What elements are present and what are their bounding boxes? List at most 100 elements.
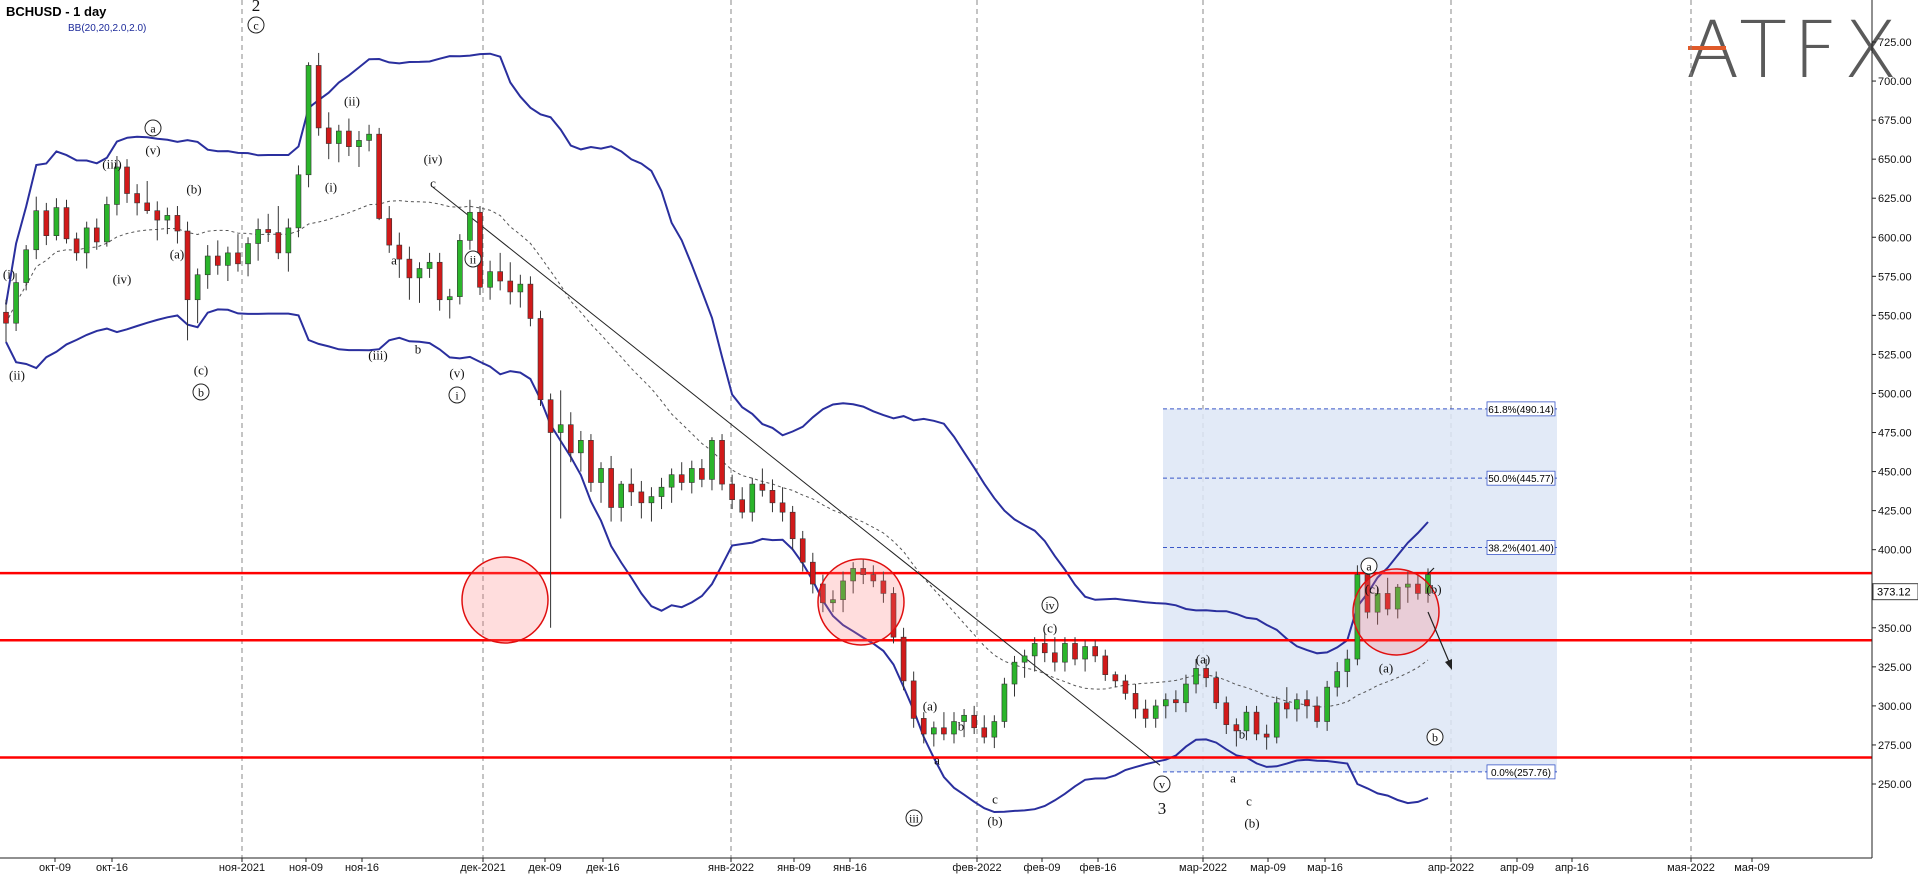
x-tick-label: мар-09	[1250, 862, 1286, 874]
candle-body	[134, 193, 140, 204]
indicator-label: BB(20,20,2.0,2.0)	[68, 23, 147, 34]
wave-label: iii	[909, 812, 920, 826]
x-tick-label: фев-16	[1080, 862, 1117, 874]
candle-body	[225, 252, 231, 266]
wave-label: (b)	[1244, 816, 1259, 831]
wave-label-circle	[1426, 728, 1444, 746]
candle-body	[1062, 643, 1068, 663]
bollinger-upper	[5, 52, 1429, 655]
candle-body	[668, 474, 675, 488]
candle-body	[1031, 643, 1038, 657]
wave-label: (c)	[1365, 582, 1379, 597]
candle-body	[1193, 668, 1199, 685]
x-tick-label: янв-2022	[708, 862, 754, 874]
candle-body	[810, 561, 816, 585]
candle-body	[1102, 655, 1109, 675]
candle-body	[1384, 593, 1391, 610]
candle-body	[1072, 643, 1078, 660]
atfx-logo: ATFX	[1686, 6, 1904, 96]
y-tick-label: 675.00	[1878, 115, 1912, 127]
y-tick-label: 350.00	[1878, 623, 1912, 635]
candle-body	[164, 215, 171, 221]
last-price-label: 373.12	[1877, 587, 1911, 599]
y-tick-label: 575.00	[1878, 271, 1912, 283]
candle-body	[325, 127, 332, 144]
candle-body	[1294, 699, 1300, 710]
wave-label: b	[1432, 731, 1438, 745]
wave-label: c	[430, 176, 436, 191]
candle-body	[295, 174, 302, 229]
candle-body	[124, 166, 130, 194]
candle-body	[789, 511, 796, 540]
candle-body	[941, 727, 947, 735]
candle-body	[245, 243, 251, 265]
candle-body	[648, 496, 655, 504]
candle-body	[1082, 646, 1088, 660]
candle-body	[426, 261, 433, 269]
candle-body	[366, 133, 372, 141]
candle-body	[1011, 661, 1018, 685]
trend-line	[432, 186, 1161, 766]
wave-label: (iv)	[424, 152, 443, 167]
candle-body	[537, 318, 544, 401]
candle-body	[890, 593, 897, 638]
candle-body	[678, 474, 685, 483]
candle-body	[93, 227, 100, 243]
x-tick-label: мая-2022	[1667, 862, 1715, 874]
wave-label: b	[1239, 727, 1246, 742]
candle-body	[830, 599, 836, 604]
candle-body	[1183, 683, 1189, 704]
wave-label: b	[198, 386, 204, 400]
last-price-tag	[1872, 583, 1918, 601]
candle-body	[83, 227, 90, 254]
candle-body	[346, 130, 352, 147]
candle-body	[1203, 668, 1209, 679]
candle-body	[174, 215, 181, 232]
candle-body	[1253, 711, 1260, 735]
candle-body	[305, 65, 312, 176]
wave-label: (a)	[923, 699, 937, 714]
candle-body	[1263, 733, 1270, 738]
candle-body	[739, 499, 746, 513]
fib-label: 50.0%(445.77)	[1488, 474, 1554, 485]
candle-body	[194, 274, 201, 301]
wave-label: (c)	[194, 363, 208, 378]
candle-body	[1021, 655, 1028, 663]
wave-label: a	[1366, 560, 1372, 574]
candle-body	[497, 271, 503, 282]
wave-label: ii	[470, 253, 477, 267]
wave-label: 3	[1158, 799, 1167, 818]
logo-accent	[1688, 46, 1726, 50]
y-tick-label: 300.00	[1878, 701, 1912, 713]
y-tick-label: 550.00	[1878, 310, 1912, 322]
candle-body	[527, 283, 534, 319]
wave-label: (i)	[3, 267, 15, 282]
highlight-circle	[1352, 568, 1440, 656]
candle-body	[850, 568, 856, 582]
candle-body	[1223, 702, 1230, 725]
x-tick-label: дек-2021	[460, 862, 505, 874]
candle-body	[1394, 586, 1401, 610]
candle-body	[769, 490, 776, 504]
candle-body	[1173, 699, 1179, 704]
candle-body	[870, 574, 877, 582]
candle-body	[1142, 708, 1149, 719]
x-tick-label: фев-2022	[952, 862, 1001, 874]
wave-label: (a)	[1196, 652, 1210, 667]
candle-body	[1273, 702, 1280, 738]
wave-label: (iii)	[368, 348, 388, 363]
candle-body	[1405, 583, 1411, 588]
candle-body	[1374, 593, 1381, 613]
wave-label: 2	[252, 0, 261, 15]
y-tick-label: 650.00	[1878, 154, 1912, 166]
candle-body	[1001, 683, 1008, 722]
wave-label: b	[415, 342, 422, 357]
candle-body	[1314, 705, 1320, 722]
fib-label: 0.0%(257.76)	[1491, 768, 1551, 779]
wave-label: i	[455, 389, 459, 403]
candle-body	[820, 583, 826, 604]
candle-body	[991, 721, 998, 738]
x-tick-label: дек-09	[528, 862, 561, 874]
candle-body	[1092, 646, 1098, 657]
